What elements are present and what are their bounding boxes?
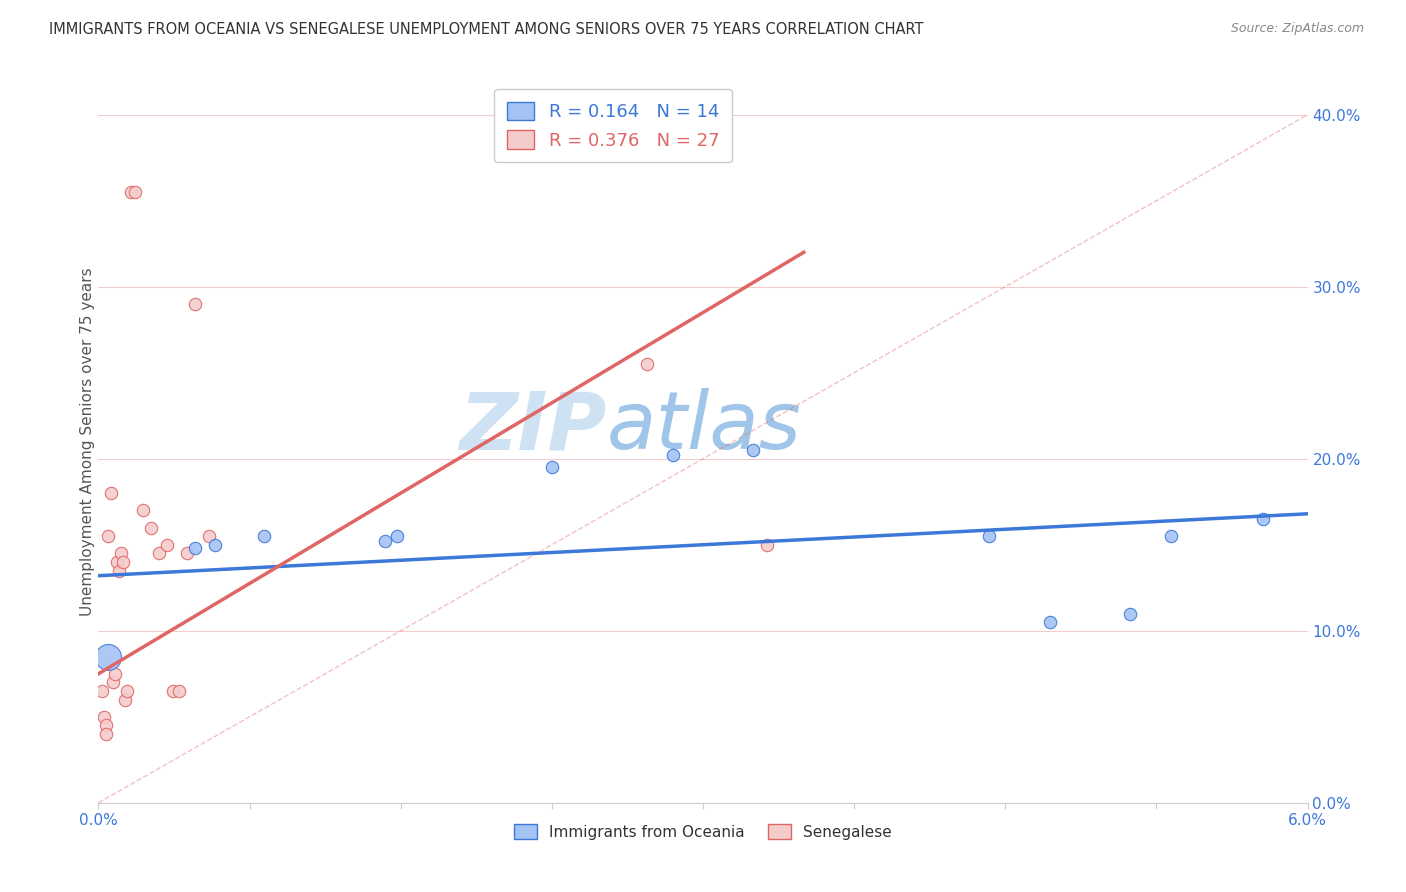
Y-axis label: Unemployment Among Seniors over 75 years: Unemployment Among Seniors over 75 years	[80, 268, 94, 615]
Point	[540, 460, 562, 475]
Point	[110, 546, 132, 560]
Point	[176, 546, 198, 560]
Point	[1039, 615, 1062, 630]
Point	[114, 692, 136, 706]
Point	[156, 538, 179, 552]
Point	[661, 448, 683, 462]
Point	[184, 541, 207, 556]
Point	[107, 564, 129, 578]
Text: Source: ZipAtlas.com: Source: ZipAtlas.com	[1230, 22, 1364, 36]
Point	[636, 357, 658, 371]
Point	[148, 546, 170, 560]
Point	[101, 675, 124, 690]
Point	[204, 538, 226, 552]
Point	[198, 529, 221, 543]
Legend: Immigrants from Oceania, Senegalese: Immigrants from Oceania, Senegalese	[508, 818, 898, 846]
Point	[103, 666, 125, 681]
Point	[96, 727, 118, 741]
Point	[97, 649, 120, 664]
Point	[167, 684, 190, 698]
Point	[111, 555, 134, 569]
Point	[374, 534, 396, 549]
Point	[132, 503, 155, 517]
Point	[120, 185, 142, 199]
Point	[105, 555, 128, 569]
Point	[979, 529, 1001, 543]
Point	[139, 520, 162, 534]
Text: atlas: atlas	[606, 388, 801, 467]
Point	[385, 529, 408, 543]
Text: IMMIGRANTS FROM OCEANIA VS SENEGALESE UNEMPLOYMENT AMONG SENIORS OVER 75 YEARS C: IMMIGRANTS FROM OCEANIA VS SENEGALESE UN…	[49, 22, 924, 37]
Point	[253, 529, 276, 543]
Text: ZIP: ZIP	[458, 388, 606, 467]
Point	[1119, 607, 1142, 621]
Point	[97, 529, 120, 543]
Point	[100, 486, 122, 500]
Point	[124, 185, 146, 199]
Point	[96, 718, 118, 732]
Point	[1160, 529, 1182, 543]
Point	[91, 684, 114, 698]
Point	[162, 684, 184, 698]
Point	[756, 538, 779, 552]
Point	[1251, 512, 1274, 526]
Point	[93, 710, 115, 724]
Point	[184, 297, 207, 311]
Point	[742, 443, 765, 458]
Point	[115, 684, 138, 698]
